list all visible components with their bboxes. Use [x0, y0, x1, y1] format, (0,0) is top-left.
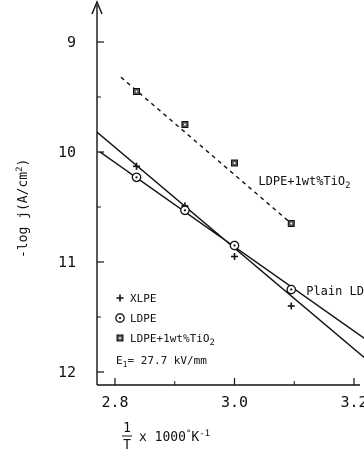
data-point-ldpe: [229, 240, 240, 251]
y-tick-label: 12: [58, 363, 76, 381]
legend-marker: [116, 334, 124, 342]
square-marker-dot: [183, 123, 186, 126]
x-title-numerator: 1: [123, 421, 131, 436]
data-point-ldpe: [180, 205, 190, 216]
legend-label: LDPE+1wt%TiO2: [130, 332, 215, 348]
fit-line-ldpe: [99, 151, 364, 339]
square-marker-dot: [135, 90, 138, 93]
data-point-ldpe: [286, 284, 297, 295]
y-tick-label: 11: [58, 253, 76, 271]
y-tick-label: 9: [67, 33, 76, 51]
legend-label: XLPE: [130, 292, 157, 305]
annotation-label: LDPE+1wt%TiO2: [258, 174, 350, 191]
data-points: [131, 88, 297, 310]
annotation-label: Plain LDPE: [306, 284, 364, 298]
legend: XLPE LDPE LDPE+1wt%TiO2 E1= 27.7 kV/mm: [115, 292, 215, 369]
square-marker-dot: [290, 222, 293, 225]
data-point-ldpe-1wt-tio2: [133, 88, 141, 95]
legend-note: E1= 27.7 kV/mm: [116, 354, 207, 369]
data-point-xlpe: [287, 302, 295, 310]
fit-line-ldpe-1wt-tio2: [120, 76, 292, 225]
y-tick-label: 10: [58, 143, 76, 161]
x-title-denominator: T: [123, 438, 131, 453]
circle-marker-dot: [233, 244, 236, 247]
axes: 9 10 11 12 2.8 3.0 3.2: [58, 0, 364, 411]
y-axis-title: -log j(A/cm2): [15, 159, 31, 258]
data-point-ldpe-1wt-tio2: [181, 121, 189, 128]
data-point-xlpe: [133, 162, 141, 170]
y-axis-arrow: [91, 0, 103, 15]
data-point-ldpe-1wt-tio2: [287, 220, 295, 227]
axis-titles: 1 Tx 1000°K-1 -log j(A/cm2): [15, 159, 210, 453]
square-marker-dot: [119, 337, 121, 339]
x-tick-label: 3.0: [221, 393, 248, 411]
data-point-ldpe: [131, 172, 142, 183]
legend-marker: [115, 313, 125, 323]
legend-marker: [116, 294, 124, 302]
data-point-xlpe: [231, 253, 238, 260]
circle-marker-dot: [290, 288, 293, 291]
data-point-ldpe-1wt-tio2: [231, 159, 238, 167]
x-tick-label: 2.8: [101, 393, 128, 411]
x-tick-label: 3.2: [340, 393, 364, 411]
circle-marker-dot: [183, 209, 187, 212]
circle-marker-dot: [118, 316, 122, 320]
x-axis-title: x 1000°K-1: [139, 429, 210, 445]
circle-marker-dot: [135, 176, 138, 179]
legend-label: LDPE: [130, 312, 157, 325]
square-marker-dot: [233, 162, 236, 164]
